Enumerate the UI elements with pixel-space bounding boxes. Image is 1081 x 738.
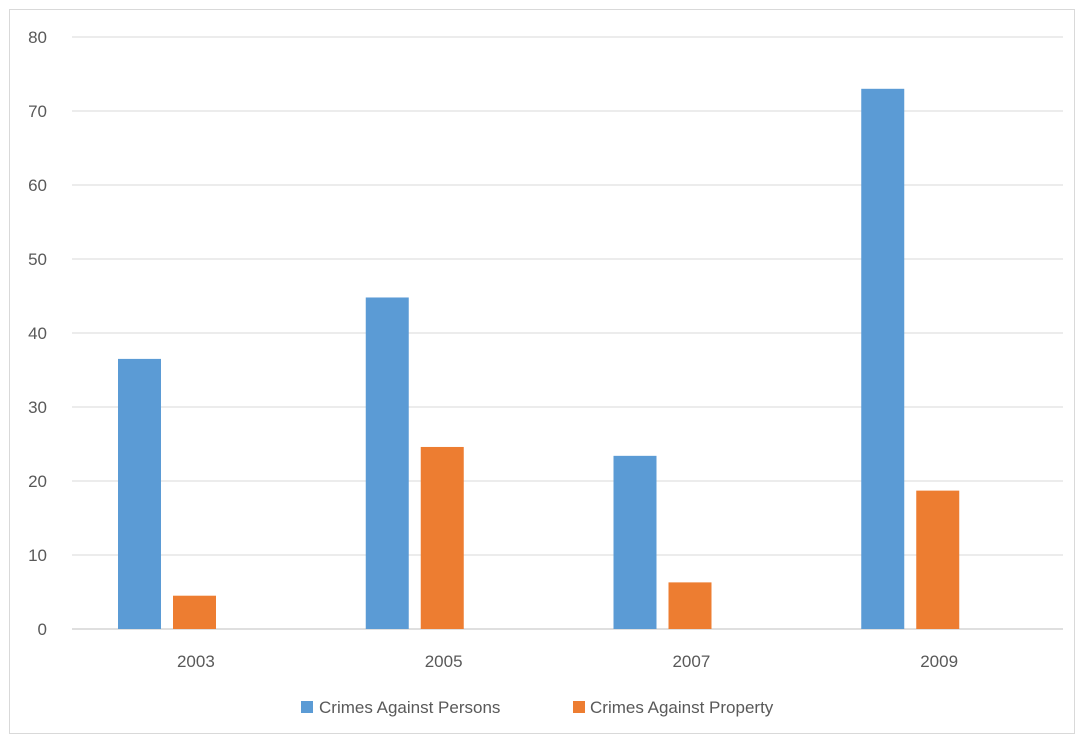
y-tick-label: 0 [38,620,47,639]
x-tick-label: 2009 [920,652,958,671]
bar-crimes-against-persons-2009 [861,88,905,630]
x-tick-label: 2007 [672,652,710,671]
legend-swatch [301,701,313,713]
y-tick-label: 70 [28,102,47,121]
legend-label: Crimes Against Persons [319,698,500,717]
y-tick-label: 20 [28,472,47,491]
bar-crimes-against-persons-2005 [365,297,409,629]
x-tick-label: 2005 [425,652,463,671]
legend-label: Crimes Against Property [590,698,774,717]
y-tick-label: 60 [28,176,47,195]
legend-swatch [573,701,585,713]
bar-crimes-against-property-2005 [420,446,464,629]
x-axis-ticks: 2003 2005 2007 2009 [177,652,958,671]
y-axis-ticks: 0 10 20 30 40 50 60 70 80 [28,28,47,639]
bar-crimes-against-persons-2003 [118,358,161,629]
legend: Crimes Against Persons Crimes Against Pro… [301,698,774,717]
bars [118,88,960,630]
bar-crimes-against-persons-2007 [613,455,657,629]
bar-crimes-against-property-2007 [668,582,712,629]
legend-item-crimes-against-property: Crimes Against Property [573,698,774,717]
y-tick-label: 30 [28,398,47,417]
y-tick-label: 10 [28,546,47,565]
y-tick-label: 80 [28,28,47,47]
gridlines [72,36,1063,630]
x-tick-label: 2003 [177,652,215,671]
y-tick-label: 40 [28,324,47,343]
y-tick-label: 50 [28,250,47,269]
bar-crimes-against-property-2009 [916,490,960,629]
bar-crimes-against-property-2003 [173,595,216,629]
legend-item-crimes-against-persons: Crimes Against Persons [301,698,500,717]
